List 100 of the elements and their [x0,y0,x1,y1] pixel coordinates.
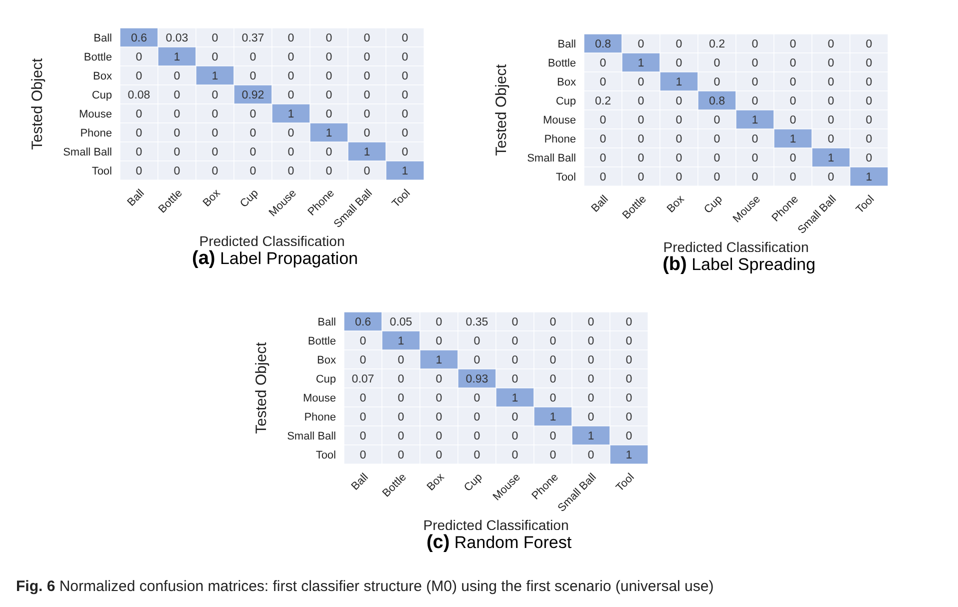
data-label: 0 [676,38,682,50]
data-label: 0 [212,52,218,64]
data-label: 0 [828,38,834,50]
y-tick-label: Phone [304,411,336,424]
data-label: 0 [212,166,218,178]
y-tick-label: Cup [92,89,112,102]
data-label: 0 [212,146,218,158]
data-label: 0 [828,134,834,146]
data-label: 0 [512,354,518,366]
caption: Fig. 6 Normalized confusion matrices: first classifier structure (M0) using the first scenario (universal use) [16,578,714,595]
x-tick-label: Ball [125,187,147,209]
data-label: 0 [828,58,834,70]
data-label: 0 [626,374,632,386]
data-label: 1 [828,152,834,164]
data-label: 0 [326,166,332,178]
data-label: 0 [288,146,294,158]
data-label: 0 [402,108,408,120]
data-label: 0 [550,336,556,348]
data-label: 0 [512,336,518,348]
data-label: 0 [402,90,408,102]
data-label: 0 [600,134,606,146]
y-tick-label: Mouse [78,108,112,120]
x-tick-label: Tool [614,471,637,494]
data-label: 0 [638,76,644,88]
y-tick-label: Tool [316,449,336,462]
data-label: 0 [714,76,720,88]
data-label: 0 [364,108,370,120]
data-label: 1 [288,108,294,120]
data-label: 0 [638,152,644,164]
data-label: 0 [474,450,480,462]
data-label: 0.35 [466,316,488,328]
data-label: 0 [828,76,834,88]
data-label: 0 [550,450,556,462]
data-label: 0 [326,70,332,82]
data-label: 0 [402,52,408,64]
data-label: 0 [600,58,606,70]
data-label: 0 [790,58,796,70]
data-label: 0 [398,374,404,386]
data-label: 0 [790,114,796,126]
data-label: 0 [250,128,256,140]
data-label: 0 [326,32,332,44]
data-label: 0 [638,114,644,126]
data-label: 0 [436,430,442,442]
x-tick-label: Ball [349,471,371,493]
y-tick-label: Tool [92,165,112,178]
data-label: 0 [212,108,218,120]
y-tick-label: Tool [556,171,576,184]
data-label: 0 [174,108,180,120]
data-label: 0 [174,146,180,158]
y-tick-label: Bottle [308,335,336,348]
data-label: 1 [638,58,644,70]
data-label: 1 [398,336,404,348]
x-tick-label: Cup [462,471,485,494]
y-tick-label: Small Ball [527,152,576,164]
data-label: 1 [364,146,370,158]
data-label: 0 [512,374,518,386]
data-label: 0 [402,70,408,82]
data-label: 0 [288,32,294,44]
data-label: 0 [136,70,142,82]
data-label: 0 [174,70,180,82]
data-label: 0 [326,108,332,120]
data-label: 0 [588,336,594,348]
data-label: 0 [398,450,404,462]
y-axis-title: Tested Object [493,63,510,156]
data-label: 0 [588,392,594,404]
data-label: 0.03 [166,32,188,44]
data-label: 0 [398,412,404,424]
data-label: 0 [752,134,758,146]
x-tick-label: Ball [589,193,611,215]
x-tick-label: Box [664,192,688,216]
data-label: 0 [600,114,606,126]
data-label: 0 [436,374,442,386]
data-label: 0 [512,316,518,328]
data-label: 1 [436,354,442,366]
data-label: 0 [752,172,758,184]
data-label: 0 [828,172,834,184]
data-label: 0 [588,316,594,328]
data-label: 0 [638,96,644,108]
data-label: 0 [600,172,606,184]
data-label: 0 [474,430,480,442]
data-label: 0 [398,392,404,404]
data-label: 0 [288,128,294,140]
y-tick-label: Small Ball [63,146,112,158]
data-label: 0 [588,412,594,424]
data-label: 1 [866,172,872,184]
data-label: 0 [474,392,480,404]
data-label: 0 [364,90,370,102]
data-label: 0 [174,128,180,140]
data-label: 0 [714,114,720,126]
x-tick-label: Tool [390,187,413,210]
y-tick-label: Cup [556,95,576,108]
data-label: 0 [326,52,332,64]
data-label: 0 [752,152,758,164]
data-label: 0.92 [242,90,264,102]
data-label: 0 [790,172,796,184]
data-label: 0 [676,58,682,70]
data-label: 1 [326,128,332,140]
data-label: 0 [174,90,180,102]
data-label: 1 [550,412,556,424]
data-label: 0 [288,90,294,102]
